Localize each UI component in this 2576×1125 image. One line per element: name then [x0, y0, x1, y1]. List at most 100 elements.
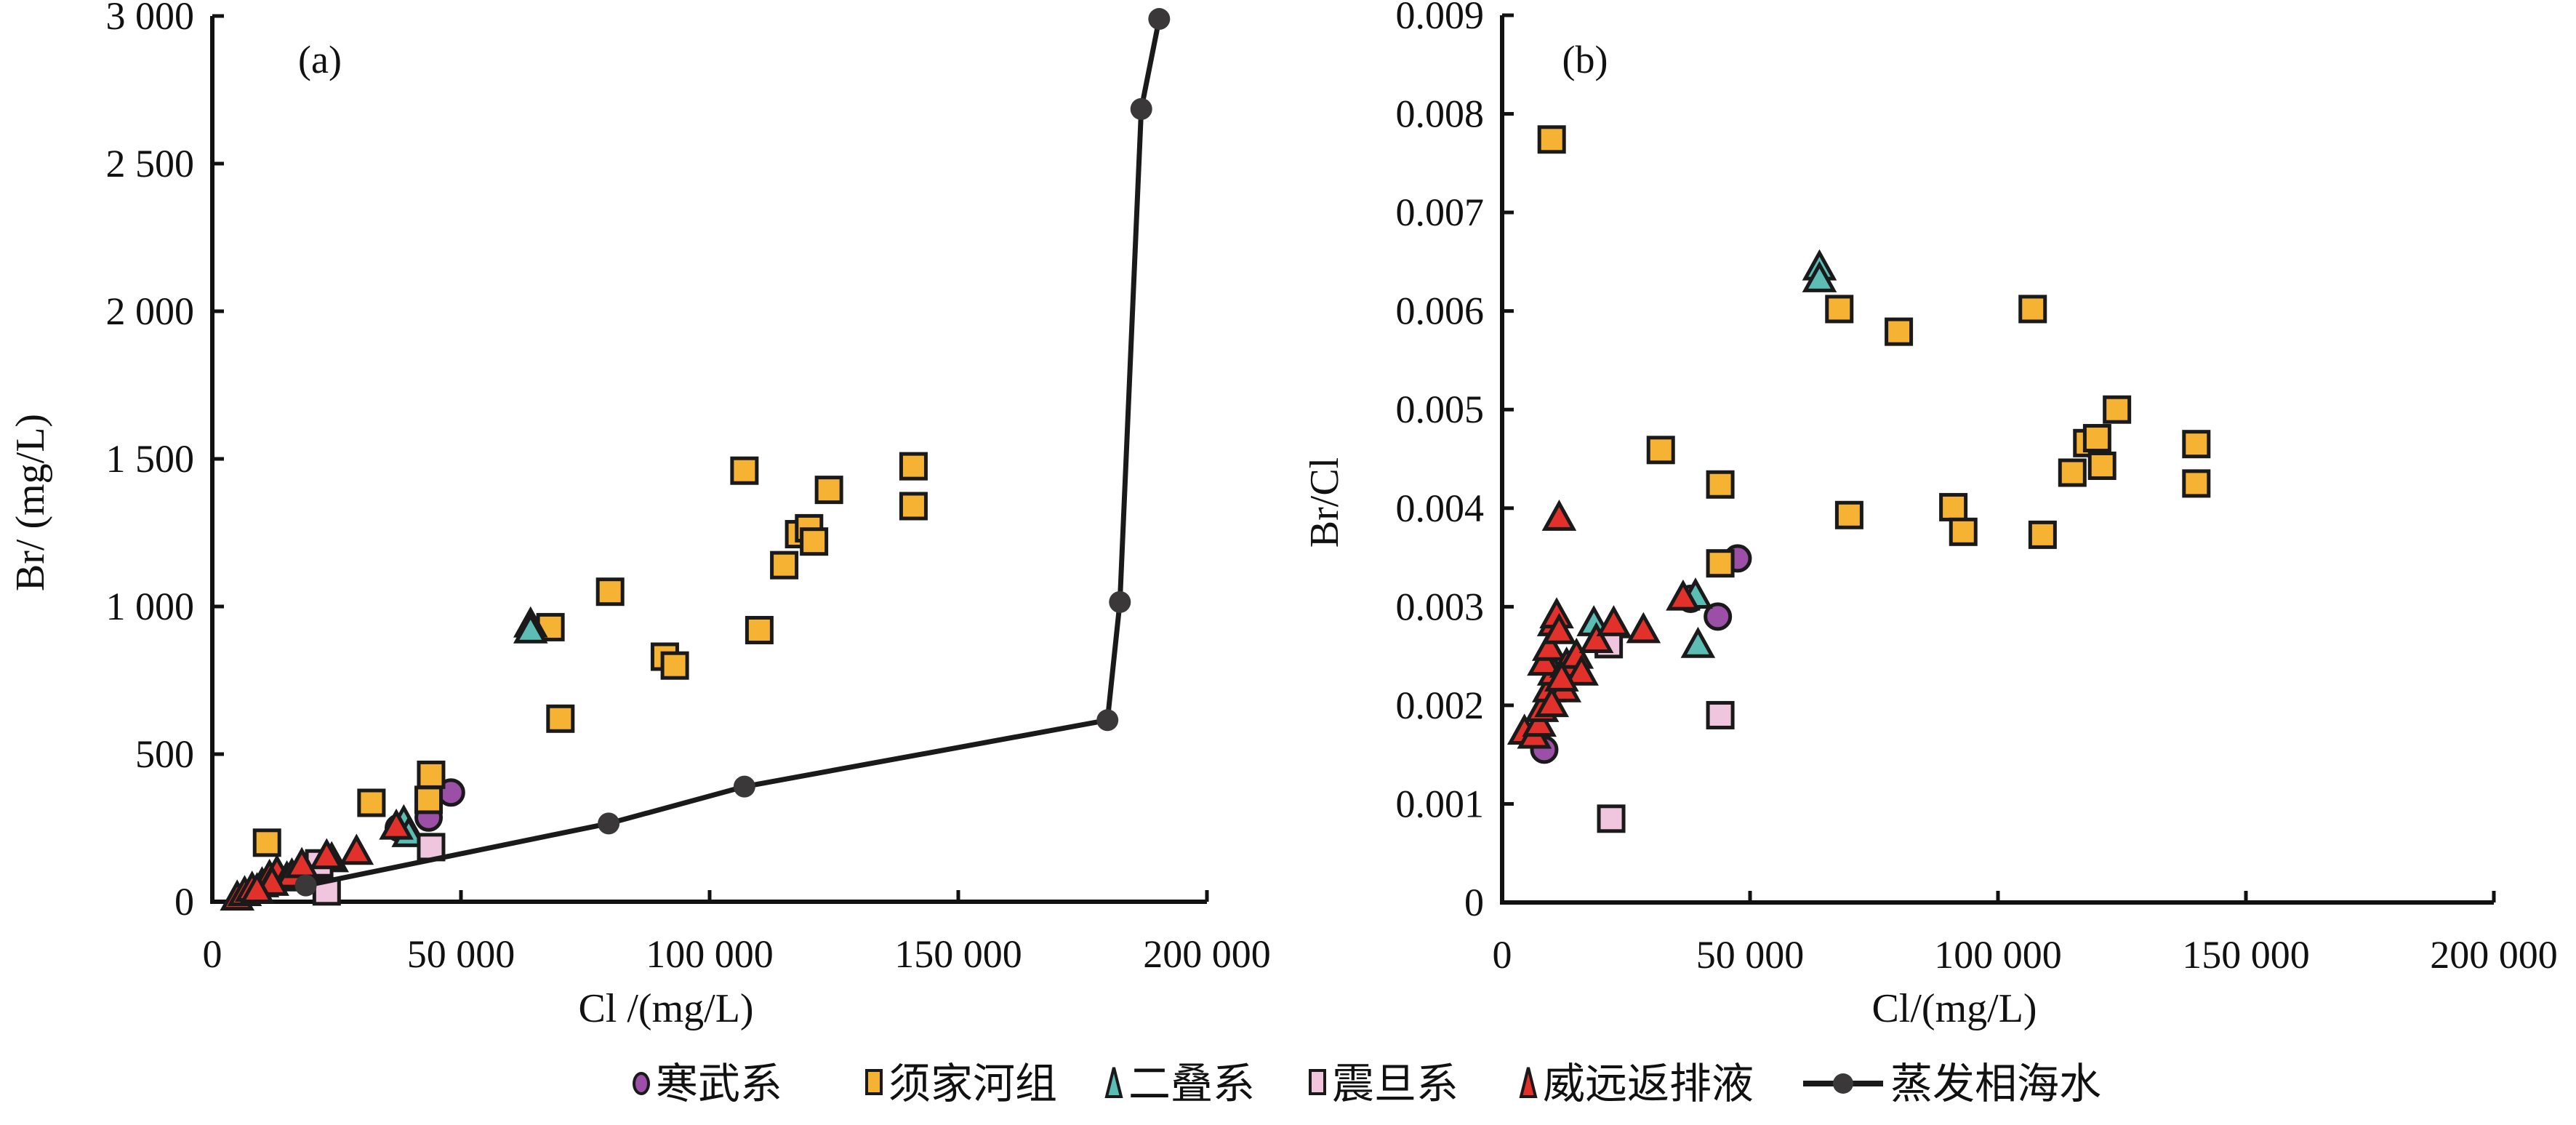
- data-point: [546, 704, 575, 733]
- y-tick-label: 0.004: [1396, 487, 1485, 530]
- legend-square-icon: [1309, 1069, 1326, 1095]
- data-point: [2028, 520, 2057, 549]
- data-point: [414, 785, 444, 814]
- data-point: [1541, 612, 1577, 644]
- y-tick-label: 0.005: [1396, 388, 1485, 431]
- x-tick-label: 200 000: [2430, 933, 2558, 977]
- seawater-point: [733, 775, 755, 798]
- series-震旦系: [1594, 630, 1735, 833]
- x-tick-label: 50 000: [407, 932, 515, 976]
- legend-item: 二叠系: [1104, 1059, 1255, 1108]
- data-point: [1939, 492, 1968, 521]
- data-point: [1527, 644, 1562, 676]
- legend-circle-icon: [633, 1072, 650, 1095]
- data-point: [1531, 629, 1567, 661]
- y-tick-label: 0.006: [1396, 289, 1485, 333]
- data-point: [1541, 500, 1577, 531]
- y-tick-label: 0: [1464, 881, 1484, 924]
- y-tick-label: 500: [135, 732, 194, 776]
- data-point: [814, 476, 843, 505]
- legend-label: 震旦系: [1332, 1059, 1458, 1108]
- series-蒸发相海水: [294, 8, 1171, 897]
- legend-triangle-icon: [1104, 1067, 1123, 1098]
- legend-item: 威远返排液: [1519, 1059, 1754, 1108]
- data-point: [239, 872, 275, 903]
- seawater-point: [1148, 8, 1171, 31]
- panel-label: (b): [1562, 38, 1608, 81]
- x-axis-title: Cl/(mg/L): [1871, 986, 2037, 1031]
- data-point: [1706, 700, 1735, 729]
- data-point: [2018, 295, 2047, 324]
- series-二叠系: [1576, 249, 1837, 658]
- series-须家河组: [252, 452, 928, 857]
- legend-dot-icon: [1833, 1073, 1853, 1094]
- legend-item: 寒武系: [633, 1059, 782, 1108]
- data-point: [899, 452, 928, 481]
- seawater-point: [1130, 97, 1152, 120]
- x-tick-label: 0: [203, 932, 222, 976]
- legend-item: 须家河组: [865, 1059, 1057, 1108]
- data-point: [1544, 660, 1579, 692]
- y-axis-title: Br/Cl: [1302, 457, 1347, 548]
- panel-a: 0 500 1 000 1 500 2 000 2 500 3 000 0 50 000 100 …: [8, 0, 1271, 1031]
- data-point: [2103, 395, 2132, 424]
- panel-b: 0 0.001 0.002 0.003 0.004 0.005 0.006 0.007 0.00…: [1302, 0, 2558, 1031]
- data-point: [1666, 579, 1701, 611]
- data-point: [800, 527, 829, 556]
- series-威远返排液: [220, 808, 414, 911]
- data-point: [1802, 260, 1837, 292]
- seawater-point: [1109, 590, 1131, 613]
- data-point: [1596, 605, 1632, 636]
- data-point: [1834, 500, 1863, 529]
- y-tick-label: 0.003: [1396, 585, 1485, 628]
- data-point: [1680, 626, 1716, 658]
- data-point: [1949, 517, 1978, 546]
- x-tick-label: 0: [1493, 933, 1512, 977]
- panel-label: (a): [298, 38, 342, 81]
- data-point: [1825, 295, 1854, 324]
- y-tick-label: 0: [174, 880, 194, 924]
- data-point: [252, 828, 281, 857]
- data-point: [899, 492, 928, 521]
- data-point: [379, 808, 414, 840]
- legend-item: 蒸发相海水: [1803, 1059, 2101, 1108]
- legend-label: 蒸发相海水: [1890, 1059, 2101, 1108]
- seawater-point: [598, 812, 620, 835]
- data-point: [1578, 622, 1614, 653]
- y-tick-label: 3 000: [106, 0, 195, 38]
- data-point: [595, 577, 625, 606]
- y-axis-title: Br/ (mg/L): [8, 414, 53, 591]
- y-tick-label: 0.001: [1396, 782, 1485, 825]
- data-point: [1597, 804, 1626, 833]
- data-point: [2082, 424, 2111, 453]
- x-tick-label: 200 000: [1143, 932, 1271, 976]
- x-axis-title: Cl /(mg/L): [578, 986, 753, 1031]
- legend-label: 威远返排液: [1543, 1059, 1754, 1108]
- data-point: [357, 788, 386, 817]
- x-tick-label: 100 000: [1934, 933, 2062, 977]
- data-point: [1537, 125, 1566, 154]
- data-point: [770, 551, 799, 580]
- data-point: [1626, 612, 1661, 644]
- data-point: [730, 456, 759, 485]
- legend: 寒武系 须家河组 二叠系 震旦系 威远返排液 蒸发相海水: [633, 1059, 2101, 1108]
- y-tick-label: 0.008: [1396, 92, 1485, 136]
- x-tick-label: 100 000: [646, 932, 774, 976]
- data-point: [2058, 458, 2087, 487]
- x-tick-label: 150 000: [2182, 933, 2310, 977]
- data-point: [2087, 451, 2116, 480]
- legend-label: 寒武系: [656, 1059, 782, 1108]
- data-point: [417, 760, 446, 789]
- legend-label: 二叠系: [1128, 1059, 1255, 1108]
- data-point: [1706, 470, 1735, 499]
- seawater-point: [294, 874, 317, 897]
- legend-item: 震旦系: [1309, 1059, 1458, 1108]
- x-tick-label: 150 000: [894, 932, 1022, 976]
- data-point: [1534, 686, 1569, 718]
- legend-triangle-icon: [1519, 1067, 1538, 1098]
- data-point: [1522, 705, 1557, 737]
- seawater-evaporation-line: [305, 18, 1162, 889]
- series-威远返排液: [1506, 500, 1701, 749]
- data-point: [309, 838, 345, 870]
